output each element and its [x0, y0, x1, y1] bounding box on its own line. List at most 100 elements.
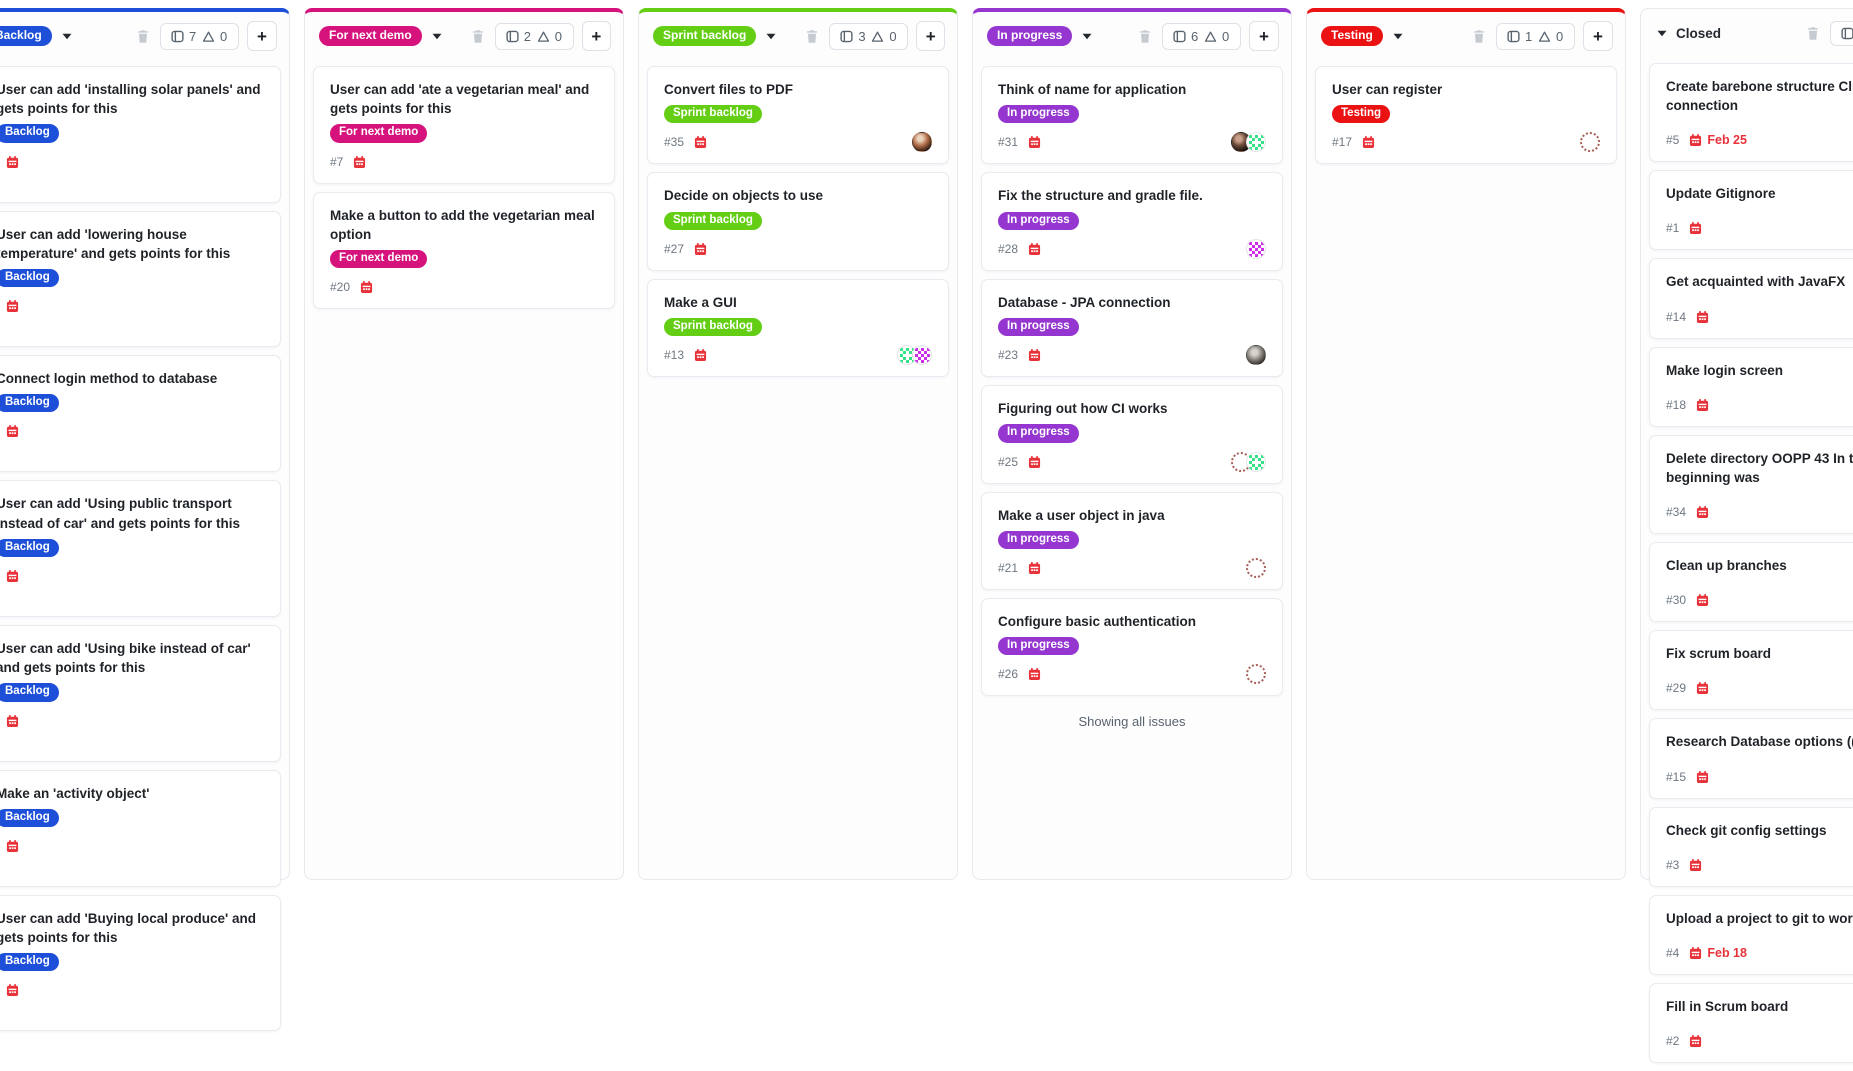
card-title[interactable]: Decide on objects to use [664, 188, 824, 204]
add-card-button[interactable]: + [1583, 21, 1613, 51]
calendar-icon [1028, 348, 1041, 362]
card-title[interactable]: Make login screen [1666, 362, 1784, 378]
column-header: In progress 6 0 + [973, 12, 1291, 58]
card-title[interactable]: User can add 'ate a vegetarian meal' and… [330, 82, 590, 117]
card[interactable]: Make a GUI Sprint backlog #13 [647, 278, 949, 378]
card[interactable]: Get acquainted with JavaFX #14 [1649, 258, 1853, 339]
card[interactable]: User can add 'installing solar panels' a… [0, 66, 281, 203]
card[interactable]: User can add 'lowering house temperature… [0, 210, 281, 348]
card[interactable]: Check git config settings #3 [1649, 806, 1853, 887]
column-collapse-header[interactable] [60, 29, 83, 44]
card[interactable]: Upload a project to git to work from #4 … [1649, 894, 1853, 975]
card[interactable]: Fix scrum board #29 [1649, 630, 1853, 711]
card-avatars [1231, 451, 1266, 472]
card[interactable]: Make a button to add the vegetarian meal… [313, 191, 615, 310]
delete-column-button[interactable] [134, 29, 152, 44]
card-title[interactable]: Make a user object in java [998, 507, 1165, 523]
card[interactable]: Create barebone structure Client-Server … [1649, 63, 1853, 163]
card[interactable]: Make an 'activity object' Backlog [0, 769, 281, 887]
card-label: For next demo [330, 249, 428, 269]
card[interactable]: Convert files to PDF Sprint backlog #35 [647, 66, 949, 165]
add-card-button[interactable]: + [916, 21, 945, 51]
card[interactable]: Configure basic authentication In progre… [981, 597, 1283, 697]
card-label: Backlog [0, 808, 59, 827]
card[interactable]: User can register Testing #17 [1315, 66, 1617, 165]
delete-column-button[interactable] [1470, 29, 1488, 44]
column-label: Sprint backlog [653, 25, 757, 47]
delete-column-button[interactable] [1136, 29, 1154, 44]
card-title[interactable]: Update Gitignore [1666, 186, 1776, 202]
card[interactable]: Make login screen #18 [1649, 346, 1853, 427]
card[interactable]: Figuring out how CI works In progress #2… [981, 385, 1283, 484]
card[interactable]: Connect login method to database Backlog [0, 355, 281, 473]
card[interactable]: Update Gitignore #1 [1649, 170, 1853, 251]
card[interactable]: Make a user object in java In progress #… [981, 491, 1283, 590]
card[interactable]: User can add 'Using public transport ins… [0, 480, 281, 617]
card-title[interactable]: User can add 'lowering house temperature… [0, 226, 231, 261]
card[interactable]: Delete directory OOPP 43 In the beginnin… [1649, 434, 1853, 535]
card-title[interactable]: Make a GUI [664, 294, 737, 310]
due-date [1028, 455, 1046, 469]
card[interactable]: Database - JPA connection In progress #2… [981, 278, 1283, 378]
column-collapse-header[interactable] [1391, 29, 1414, 44]
due-date [1696, 681, 1714, 695]
card-label: In progress [998, 530, 1079, 549]
delete-column-button[interactable] [1804, 26, 1822, 41]
card[interactable]: User can add 'ate a vegetarian meal' and… [313, 66, 615, 184]
card[interactable]: User can add 'Buying local produce' and … [0, 894, 281, 1032]
card-title[interactable]: Fill in Scrum board [1666, 998, 1789, 1014]
card-number: #26 [998, 667, 1019, 682]
card-title[interactable]: Check git config settings [1666, 822, 1827, 838]
avatar-identicon-brown [1246, 557, 1266, 578]
card-title[interactable]: Get acquainted with JavaFX [1666, 274, 1846, 290]
card-title[interactable]: Think of name for application [998, 82, 1187, 97]
add-card-button[interactable]: + [1249, 21, 1279, 51]
card-title[interactable]: User can add 'Using bike instead of car'… [0, 640, 251, 676]
card-title[interactable]: Fix scrum board [1666, 646, 1772, 662]
card-title[interactable]: Make an 'activity object' [0, 785, 150, 801]
column-collapse-header[interactable] [430, 29, 453, 44]
card-title[interactable]: Research Database options ((No)SQL?) [1666, 734, 1853, 750]
card-title[interactable]: Create barebone structure Client-Server … [1666, 79, 1853, 114]
card-title[interactable]: Clean up branches [1666, 558, 1787, 574]
card[interactable]: User can add 'Using bike instead of car'… [0, 624, 281, 762]
card[interactable]: Decide on objects to use Sprint backlog … [647, 172, 949, 271]
card-count: 6 [1191, 28, 1199, 44]
card-title[interactable]: User can add 'installing solar panels' a… [0, 82, 261, 117]
alert-count-icon [1204, 31, 1217, 42]
card[interactable]: Fix the structure and gradle file. In pr… [981, 172, 1283, 271]
card-title[interactable]: Make a button to add the vegetarian meal… [330, 207, 595, 242]
card-title[interactable]: Figuring out how CI works [998, 401, 1168, 417]
card-title[interactable]: User can add 'Buying local produce' and … [0, 910, 256, 946]
column-collapse-header[interactable]: Closed [1655, 22, 1723, 45]
card-title[interactable]: Database - JPA connection [998, 294, 1171, 310]
column-counts: 6 0 [1162, 22, 1241, 50]
due-date [1362, 135, 1380, 149]
card-title[interactable]: User can add 'Using public transport ins… [0, 496, 240, 531]
delete-column-button[interactable] [469, 29, 487, 44]
calendar-icon [1696, 594, 1709, 607]
card[interactable]: Fill in Scrum board #2 [1649, 982, 1853, 1064]
card-title[interactable]: Connect login method to database [0, 371, 218, 387]
column-collapse-header[interactable] [764, 29, 787, 44]
card-title[interactable]: Delete directory OOPP 43 In the beginnin… [1666, 450, 1853, 485]
card-label: In progress [998, 637, 1079, 656]
calendar-icon [694, 136, 707, 149]
card[interactable]: Research Database options ((No)SQL?) #15 [1649, 718, 1853, 799]
column-header: Testing 1 0 + [1307, 12, 1625, 58]
card-count: 1 [1525, 28, 1533, 44]
card[interactable]: Clean up branches #30 [1649, 542, 1853, 623]
card-title[interactable]: Configure basic authentication [998, 613, 1197, 629]
add-card-button[interactable]: + [581, 21, 611, 51]
column-collapse-header[interactable] [1080, 29, 1103, 44]
add-card-button[interactable]: + [247, 21, 277, 51]
avatar-identicon-green [1246, 132, 1266, 153]
card-title[interactable]: User can register [1332, 82, 1443, 97]
card-title[interactable]: Convert files to PDF [664, 82, 794, 97]
card-title[interactable]: Upload a project to git to work from [1666, 910, 1853, 926]
delete-column-button[interactable] [803, 29, 821, 44]
card-avatars [1580, 132, 1600, 153]
card[interactable]: Think of name for application In progres… [981, 66, 1283, 165]
card-title[interactable]: Fix the structure and gradle file. [998, 188, 1203, 204]
due-date [6, 424, 24, 438]
